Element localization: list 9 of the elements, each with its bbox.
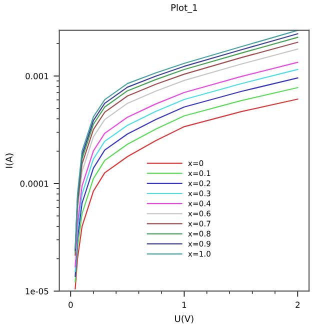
y-tick-label: 1e-05 <box>26 288 48 294</box>
y-axis-title: I(A) <box>5 154 14 168</box>
chart-title: Plot_1 <box>171 4 197 13</box>
y-tick-label: 0.0001 <box>20 180 48 187</box>
x-tick-label: 0 <box>68 302 73 308</box>
x-tick-label: 1 <box>182 302 186 308</box>
x-axis-title: U(V) <box>175 315 194 324</box>
x-tick-label: 2 <box>296 302 300 308</box>
y-tick-label: 0.001 <box>26 72 48 80</box>
